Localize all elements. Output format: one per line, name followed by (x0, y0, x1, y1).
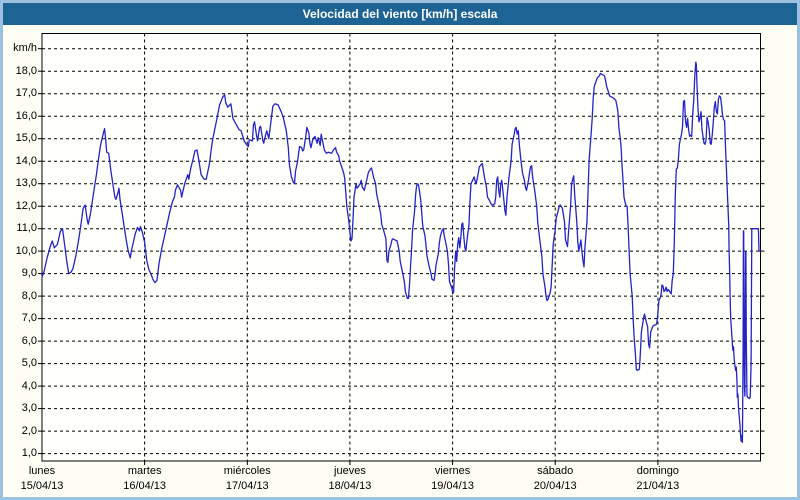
y-tick-label: 7,0 (21, 312, 37, 325)
day-date: 16/04/13 (123, 480, 167, 492)
day-date: 21/04/13 (636, 480, 680, 492)
day-date: 15/04/13 (20, 480, 64, 492)
y-tick-label: 14,0 (15, 154, 37, 167)
y-tick-label: 13,0 (15, 177, 37, 190)
day-name: lunes (28, 465, 56, 477)
day-name: sábado (537, 465, 574, 477)
x-day-label: jueves 18/04/13 (304, 464, 396, 494)
title-bar: Velocidad del viento [km/h] escala (3, 3, 797, 25)
window-title: Velocidad del viento [km/h] escala (302, 7, 498, 21)
y-tick-label: 6,0 (21, 334, 37, 347)
y-tick-label: 4,0 (21, 379, 37, 392)
day-date: 20/04/13 (533, 480, 577, 492)
y-tick-label: 16,0 (15, 109, 37, 122)
y-tick-label: 12,0 (15, 199, 37, 212)
day-name: viernes (434, 465, 471, 477)
day-date: 18/04/13 (328, 480, 372, 492)
y-tick-label: 2,0 (21, 424, 37, 437)
day-name: martes (127, 465, 162, 477)
y-tick-label: 18,0 (15, 64, 37, 77)
x-day-label: viernes 19/04/13 (407, 464, 499, 494)
x-day-label: martes 16/04/13 (99, 464, 191, 494)
y-axis-unit-label: km/h (13, 42, 37, 55)
y-tick-label: 15,0 (15, 132, 37, 145)
plot-border (41, 33, 761, 462)
day-date: 17/04/13 (225, 480, 269, 492)
y-tick-label: 1,0 (21, 447, 37, 460)
wind-speed-series-line (41, 61, 762, 443)
x-day-label: lunes 15/04/13 (0, 464, 88, 494)
y-tick-label: 3,0 (21, 402, 37, 415)
y-tick-label: 11,0 (16, 222, 37, 235)
day-name: jueves (334, 465, 366, 477)
y-tick-label: 5,0 (21, 357, 37, 370)
x-day-label: miércoles 17/04/13 (201, 464, 293, 494)
plot-area (42, 33, 761, 461)
day-date: 19/04/13 (431, 480, 474, 492)
day-name: miércoles (223, 465, 271, 477)
day-name: domingo (636, 465, 679, 477)
y-tick-label: 8,0 (21, 289, 37, 302)
y-tick-label: 9,0 (21, 267, 37, 280)
y-tick-label: 10,0 (15, 244, 37, 257)
x-day-label: domingo 21/04/13 (612, 464, 704, 494)
y-tick-label: 17,0 (15, 87, 37, 100)
x-day-label: sábado 20/04/13 (509, 464, 601, 494)
